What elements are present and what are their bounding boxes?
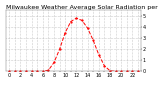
Text: Milwaukee Weather Average Solar Radiation per Hour W/m2 (Last 24 Hours): Milwaukee Weather Average Solar Radiatio… — [6, 5, 160, 10]
